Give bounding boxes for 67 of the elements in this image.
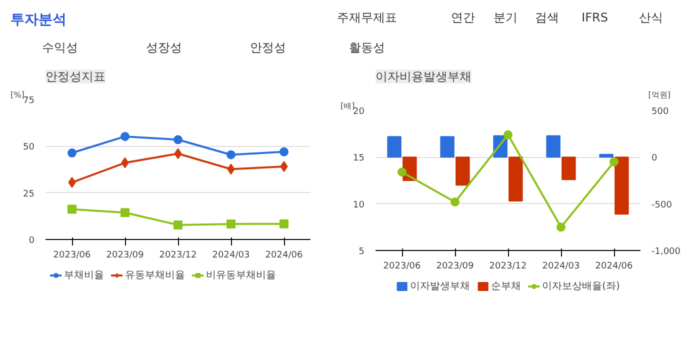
bar [440,136,454,158]
text: IFRS [582,10,608,24]
chart-title: 이자비용발생부채 [376,70,472,84]
point [280,147,288,156]
bar [599,154,614,158]
point [610,157,618,166]
legend-label: 이자발생부채 [410,280,470,293]
x-tick-label: 2024/06 [265,250,303,260]
bar [508,156,523,202]
x-tick-label: 2023/12 [489,262,527,272]
point [280,219,288,228]
x-tick-label: 2024/06 [595,262,633,272]
text: 투자분석 [10,12,66,28]
legend-label: 부채비율 [64,269,104,282]
point [450,197,460,206]
x-tick-label: 2024/03 [212,250,250,260]
text: 산식 [639,10,664,24]
x-tick-label: 2023/09 [106,250,144,260]
point [226,220,236,229]
text: 연간 [450,10,475,24]
point [556,222,566,232]
text: 분기 [494,10,518,24]
text: 검색 [535,10,560,24]
y-tick-label: 5 [358,247,365,257]
bar [456,156,470,186]
y-tick-label: 0 [28,236,35,246]
text: 활동성 [348,40,385,54]
text: 주재무제표 [337,10,398,24]
y2-tick-label: -1,000 [652,247,681,257]
y-axis-title: [%] [10,90,24,100]
x-tick-label: 2023/12 [159,250,197,260]
legend-label: 유동부채비율 [125,269,185,282]
x-tick-label: 2023/09 [436,262,474,272]
y-axis-title: [배] [340,102,355,110]
y-tick-label: 50 [23,142,35,153]
bar [562,156,576,180]
bar [614,156,629,215]
y-tick-label: 25 [23,189,34,200]
chart-title: 안정성지표 [46,70,106,84]
point [174,135,182,144]
x-tick-label: 2024/03 [542,262,580,272]
y2-tick-label: 500 [652,107,669,117]
point [68,148,76,158]
y-tick-label: 20 [353,107,365,117]
x-tick-label: 2023/06 [383,262,421,272]
point [120,208,130,218]
text: 성장성 [146,40,182,54]
legend-label: 순부채 [491,280,522,293]
legend-label: 이자보상배율(좌) [542,280,620,293]
y2-axis-title: [억원] [648,90,671,100]
point [226,150,236,160]
y2-tick-label: 0 [652,154,658,164]
y-tick-label: 15 [353,154,364,164]
text: 수익성 [42,40,78,54]
point [174,220,182,230]
y2-tick-label: -500 [652,200,672,210]
x-tick-label: 2023/06 [53,250,91,260]
point [120,132,130,141]
point [68,204,76,214]
text: 안정성 [250,40,286,54]
legend-label: 비유동부채비율 [206,269,276,282]
point [398,168,406,177]
bar [387,136,402,158]
y-tick-label: 10 [353,200,365,210]
y-tick-label: 75 [23,96,34,106]
bar [546,135,560,158]
point [504,130,512,140]
